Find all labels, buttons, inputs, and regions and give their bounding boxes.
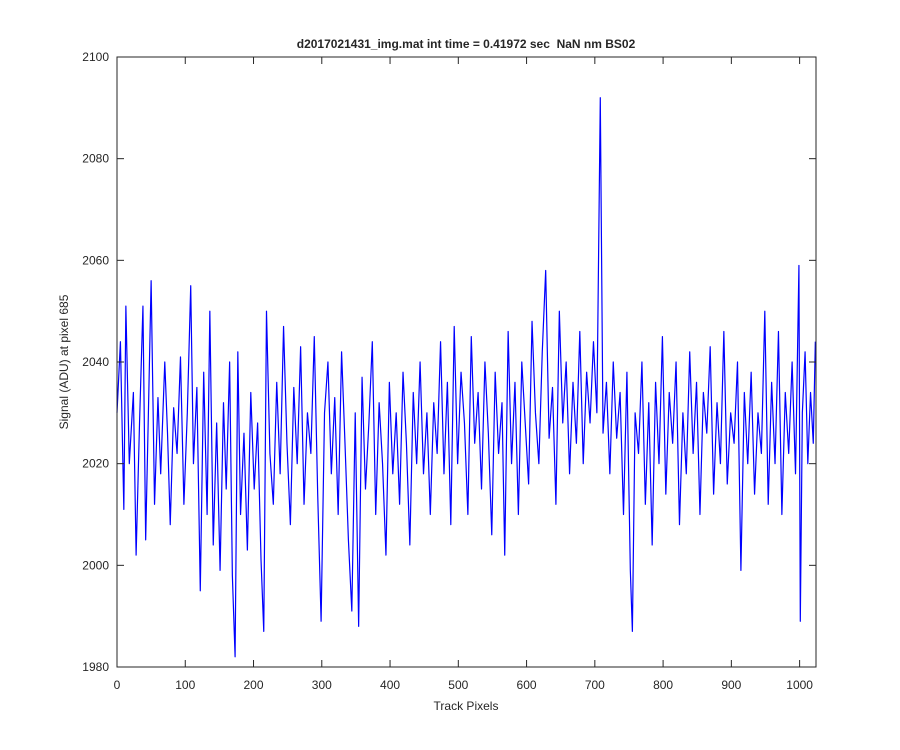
x-tick-label: 900	[721, 678, 741, 692]
x-tick-label: 1000	[786, 678, 813, 692]
x-tick-label: 0	[114, 678, 121, 692]
y-tick-label: 2060	[82, 253, 109, 267]
chart-title: d2017021431_img.mat int time = 0.41972 s…	[297, 37, 636, 51]
x-tick-label: 700	[585, 678, 605, 692]
y-tick-label: 2040	[82, 355, 109, 369]
y-tick-label: 2000	[82, 558, 109, 572]
y-axis-label: Signal (ADU) at pixel 685	[57, 294, 71, 429]
y-tick-label: 2080	[82, 152, 109, 166]
y-tick-label: 1980	[82, 660, 109, 674]
y-tick-label: 2100	[82, 50, 109, 64]
y-tick-label: 2020	[82, 457, 109, 471]
x-tick-label: 300	[312, 678, 332, 692]
x-axis-label: Track Pixels	[434, 699, 499, 713]
x-tick-label: 500	[448, 678, 468, 692]
x-tick-label: 800	[653, 678, 673, 692]
x-tick-label: 100	[175, 678, 195, 692]
x-tick-label: 600	[517, 678, 537, 692]
x-tick-label: 200	[244, 678, 264, 692]
data-line	[116, 97, 816, 658]
x-tick-label: 400	[380, 678, 400, 692]
